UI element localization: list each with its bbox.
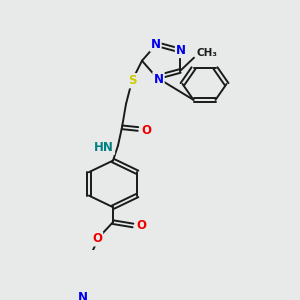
Text: CH₃: CH₃ (197, 48, 218, 58)
Text: N: N (176, 44, 186, 57)
Text: HN: HN (94, 141, 114, 154)
Text: O: O (92, 232, 102, 245)
Text: N: N (151, 38, 160, 51)
Text: S: S (128, 74, 136, 87)
Text: O: O (141, 124, 151, 137)
Text: N: N (78, 290, 88, 300)
Text: O: O (136, 219, 146, 232)
Text: N: N (154, 73, 164, 85)
